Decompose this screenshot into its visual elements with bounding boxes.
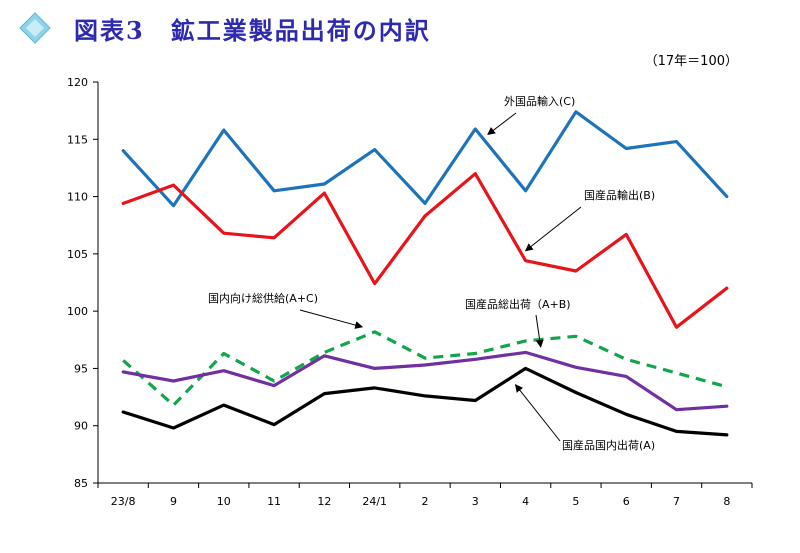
title-bar: 図表3 鉱工業製品出荷の内訳 xyxy=(18,10,431,46)
series-line-4 xyxy=(121,366,729,437)
y-tick-label: 120 xyxy=(67,76,88,89)
series-line-3 xyxy=(121,350,729,412)
y-tick-label: 90 xyxy=(74,420,88,433)
series-line-1 xyxy=(121,172,729,329)
diamond-icon xyxy=(19,12,51,44)
annotation-label: 国産品輸出(B) xyxy=(584,188,655,202)
y-tick-label: 100 xyxy=(67,305,88,318)
y-tick-label: 85 xyxy=(74,477,88,490)
x-tick-label: 3 xyxy=(472,495,479,508)
annotation-label: 国内向け総供給(A+C) xyxy=(208,291,318,305)
x-tick-label: 6 xyxy=(623,495,630,508)
axes: 85 90 95 100 105 110 115 120 23/8 9 10 11 12 24/1 2 3 4 5… xyxy=(67,76,753,508)
x-tick-label: 24/1 xyxy=(362,495,387,508)
chart-title: 図表3 鉱工業製品出荷の内訳 xyxy=(74,15,431,45)
x-tick-label: 7 xyxy=(673,495,680,508)
annotation-arrow xyxy=(299,309,364,329)
y-tick-label: 110 xyxy=(67,191,88,204)
x-tick-label: 9 xyxy=(170,495,177,508)
unit-label: （17年＝100） xyxy=(644,54,738,69)
x-tick-label: 8 xyxy=(723,495,730,508)
y-tick-label: 95 xyxy=(74,362,88,375)
x-tick-label: 12 xyxy=(317,495,331,508)
x-tick-label: 2 xyxy=(422,495,429,508)
annotation-label: 外国品輸入(C) xyxy=(504,94,575,108)
x-tick-label: 4 xyxy=(522,495,529,508)
annotation-label: 国産品国内出荷(A) xyxy=(562,438,655,452)
annotation-label: 国産品総出荷（A+B) xyxy=(465,297,571,311)
annotation-arrow xyxy=(524,206,582,252)
annotation-arrow xyxy=(514,384,561,442)
x-tick-label: 5 xyxy=(572,495,579,508)
x-tick-label: 23/8 xyxy=(111,495,136,508)
y-tick-label: 105 xyxy=(67,248,88,261)
series-line-2 xyxy=(122,330,728,407)
x-tick-label: 11 xyxy=(267,495,281,508)
x-tick-label: 10 xyxy=(217,495,231,508)
annotation-arrow xyxy=(487,112,517,136)
series-line-0 xyxy=(121,110,729,208)
series-layer xyxy=(121,110,729,437)
annotation-layer: 外国品輸入(C) 国産品輸出(B) 国内向け総供給(A+C) 国産品総出荷（A+B) 国… xyxy=(208,94,655,452)
y-tick-label: 115 xyxy=(67,133,88,146)
annotation-arrow xyxy=(535,314,544,348)
